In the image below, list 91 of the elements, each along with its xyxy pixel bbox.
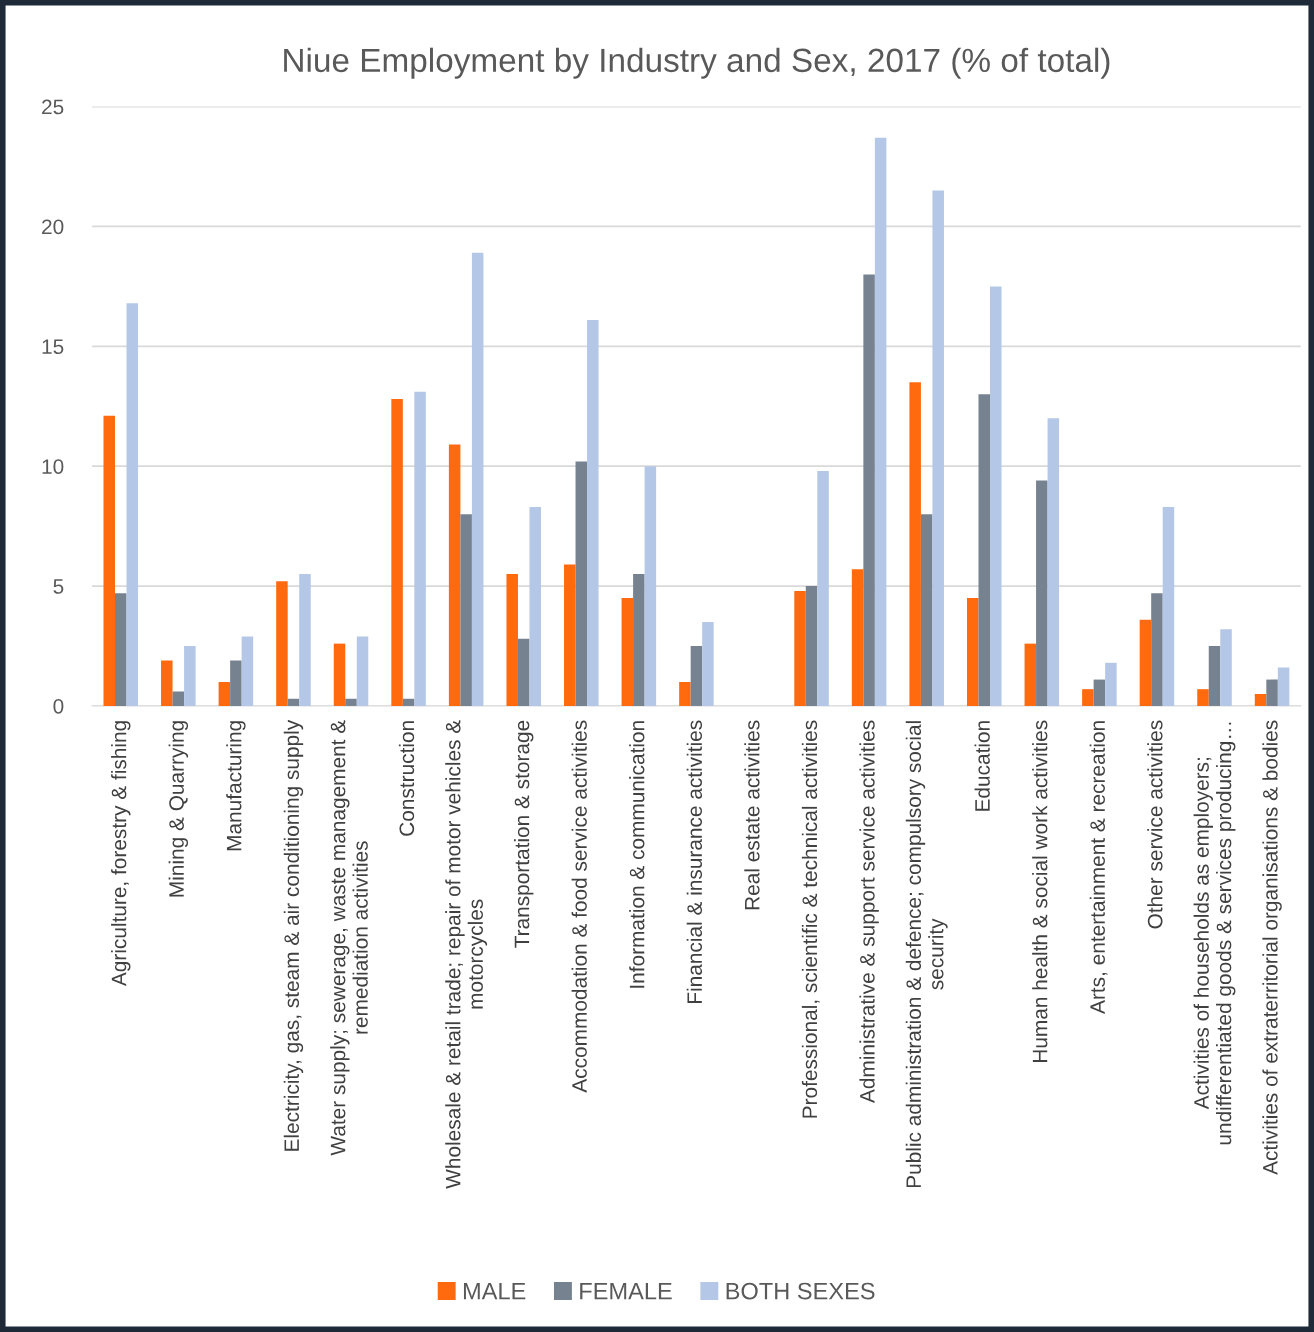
bar bbox=[356, 636, 369, 706]
x-tick-label: Activities of households as employers; undifferentiated goods & services producing… bbox=[1193, 722, 1236, 1145]
x-tick-label: Arts, entertainment & recreation bbox=[1089, 721, 1108, 1014]
bar bbox=[817, 471, 829, 706]
bar bbox=[241, 636, 254, 706]
bar bbox=[690, 646, 703, 706]
bar bbox=[506, 574, 518, 706]
bar bbox=[460, 514, 472, 706]
bar bbox=[1024, 643, 1037, 706]
bar bbox=[1105, 662, 1117, 706]
bar bbox=[276, 581, 288, 706]
bar bbox=[920, 514, 933, 706]
bar bbox=[115, 593, 127, 706]
bar bbox=[1151, 593, 1163, 706]
bar bbox=[794, 590, 806, 706]
x-tick-label: Construction bbox=[398, 721, 415, 836]
bar bbox=[345, 698, 357, 706]
bar bbox=[575, 461, 588, 706]
bar bbox=[529, 506, 541, 706]
y-tick-label: 25 bbox=[42, 99, 64, 115]
bar bbox=[644, 466, 657, 706]
chart-title: Niue Employment by Industry and Sex, 2017 (% of total) bbox=[284, 47, 1110, 79]
bar bbox=[218, 681, 231, 706]
bar bbox=[587, 319, 599, 706]
x-tick-label: Financial & insurance activities bbox=[686, 720, 703, 1003]
bar bbox=[1082, 689, 1094, 706]
bar bbox=[471, 252, 484, 706]
y-tick-label: 20 bbox=[42, 219, 64, 235]
bar bbox=[299, 574, 311, 706]
x-tick-label: Wholesale & retail trade; repair of motor vehicles & motorcycles bbox=[445, 720, 488, 1189]
y-tick-label: 15 bbox=[42, 339, 64, 355]
bar bbox=[402, 698, 415, 706]
legend-label: MALE bbox=[463, 1282, 526, 1300]
y-tick-label: 5 bbox=[53, 579, 64, 594]
x-tick-label: Public administration & defence; compulsory social security bbox=[905, 721, 948, 1188]
x-tick-label: Electricity, gas, steam & air conditioning supply bbox=[283, 719, 304, 1151]
x-tick-label: Activities of extraterritorial organisations & bodies bbox=[1262, 720, 1282, 1175]
bar bbox=[448, 444, 461, 706]
x-tick-label: Mining & Quarrying bbox=[168, 721, 189, 897]
bar bbox=[978, 394, 991, 706]
bar bbox=[1139, 619, 1152, 706]
bar bbox=[564, 564, 576, 706]
bar bbox=[1036, 480, 1048, 706]
bar bbox=[1220, 629, 1232, 706]
bar bbox=[1277, 667, 1290, 706]
x-tick-label: Transportation & storage bbox=[514, 720, 534, 948]
bar bbox=[414, 391, 426, 706]
bar bbox=[1266, 679, 1278, 706]
bar bbox=[679, 681, 691, 706]
bar bbox=[966, 598, 979, 706]
bar bbox=[621, 598, 634, 706]
bar bbox=[1208, 646, 1221, 706]
bar bbox=[702, 622, 714, 706]
y-tick-label: 10 bbox=[42, 459, 64, 474]
bar bbox=[1254, 693, 1267, 706]
x-tick-label: Information & communication bbox=[629, 721, 645, 988]
bar bbox=[517, 638, 530, 706]
legend-label: FEMALE bbox=[580, 1282, 672, 1300]
bar bbox=[184, 646, 196, 706]
bar bbox=[851, 569, 864, 706]
bar bbox=[172, 691, 185, 706]
x-tick-label: Human health & social work activities bbox=[1032, 720, 1048, 1063]
x-tick-label: Real estate activities bbox=[744, 720, 760, 910]
x-tick-label: Other service activities bbox=[1147, 720, 1163, 929]
x-tick-label: Professional, scientific & technical activities bbox=[801, 720, 820, 1118]
bar bbox=[230, 660, 242, 706]
bar bbox=[1047, 418, 1060, 706]
bar bbox=[126, 303, 139, 706]
x-tick-label: Education bbox=[974, 721, 990, 811]
bar bbox=[287, 698, 300, 706]
bar bbox=[1162, 506, 1175, 706]
bar bbox=[874, 137, 887, 706]
x-tick-label: Agriculture, forestry & fishing bbox=[111, 721, 131, 987]
bar bbox=[1197, 689, 1209, 706]
legend-label: BOTH SEXES bbox=[726, 1282, 875, 1300]
bar bbox=[103, 415, 116, 706]
bar bbox=[909, 382, 921, 706]
bar bbox=[1093, 679, 1106, 706]
x-tick-label: Manufacturing bbox=[226, 721, 246, 851]
bar bbox=[391, 399, 403, 706]
bar bbox=[990, 286, 1002, 706]
bar bbox=[932, 190, 944, 706]
bar bbox=[863, 274, 875, 706]
x-tick-label: Accommodation & food service activities bbox=[571, 720, 587, 1093]
x-tick-label: Water supply; sewerage, waste management & remediation activities bbox=[330, 720, 368, 1156]
bar bbox=[633, 574, 645, 706]
bar bbox=[333, 643, 346, 706]
x-tick-label: Administrative & support service activities bbox=[859, 720, 879, 1104]
bar bbox=[805, 586, 818, 706]
y-tick-label: 0 bbox=[53, 698, 64, 714]
bar bbox=[161, 660, 173, 706]
